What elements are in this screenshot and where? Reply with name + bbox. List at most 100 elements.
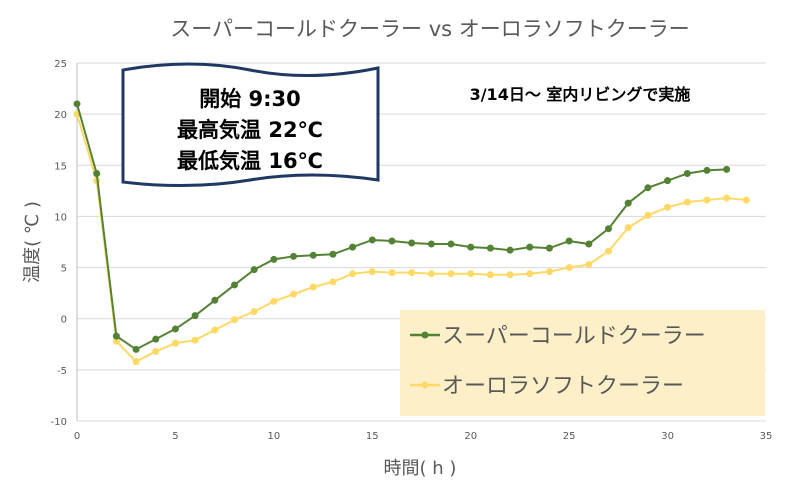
legend-marker-2 xyxy=(421,381,429,389)
data-point xyxy=(545,268,553,276)
data-point xyxy=(329,250,337,258)
data-point xyxy=(309,251,317,259)
data-point xyxy=(112,337,120,345)
data-point xyxy=(191,312,199,320)
legend-label-2: オーロラソフトクーラー xyxy=(442,374,684,399)
legend-marker-1 xyxy=(421,331,429,339)
data-point xyxy=(152,347,160,355)
data-point xyxy=(230,281,238,289)
y-tick-label: 0 xyxy=(61,315,67,326)
data-point xyxy=(250,266,258,274)
data-point xyxy=(703,166,711,174)
data-point xyxy=(211,296,219,304)
data-point xyxy=(93,169,101,177)
data-point xyxy=(329,278,337,286)
x-tick-label: 20 xyxy=(464,431,477,442)
y-tick-label: -10 xyxy=(51,417,67,428)
data-point xyxy=(171,339,179,347)
data-point xyxy=(290,290,298,298)
data-point xyxy=(349,243,357,251)
data-point xyxy=(506,246,514,254)
data-point xyxy=(624,224,632,232)
data-point xyxy=(290,252,298,260)
data-point xyxy=(506,271,514,279)
y-tick-label: 25 xyxy=(54,59,67,70)
y-tick-label: 10 xyxy=(54,212,67,223)
x-tick-label: 15 xyxy=(366,431,379,442)
data-point xyxy=(545,244,553,252)
chart-title: スーパーコールドクーラー vs オーロラソフトクーラー xyxy=(170,17,690,41)
data-point xyxy=(723,165,731,173)
x-tick-label: 25 xyxy=(563,431,576,442)
data-point xyxy=(73,100,81,108)
annotation-line-3: 最低気温 16℃ xyxy=(177,149,323,173)
data-point xyxy=(526,270,534,278)
data-point xyxy=(565,264,573,272)
data-point xyxy=(585,261,593,269)
data-point xyxy=(683,198,691,206)
data-point xyxy=(250,308,258,316)
data-point xyxy=(408,239,416,247)
data-point xyxy=(644,184,652,192)
data-point xyxy=(191,336,199,344)
y-tick-label: 20 xyxy=(54,110,67,121)
data-point xyxy=(624,199,632,207)
legend: スーパーコールドクーラー オーロラソフトクーラー xyxy=(400,310,765,416)
data-point xyxy=(703,196,711,204)
data-point xyxy=(132,345,140,353)
data-point xyxy=(447,240,455,248)
data-point xyxy=(467,243,475,251)
data-point xyxy=(605,247,613,255)
y-tick-label: 15 xyxy=(54,161,67,172)
annotation-line-1: 開始 9:30 xyxy=(199,87,301,111)
y-axis-label: 温度( ℃ ) xyxy=(22,201,43,283)
data-point xyxy=(742,196,750,204)
x-tick-label: 10 xyxy=(267,431,280,442)
data-point xyxy=(171,325,179,333)
data-point xyxy=(526,243,534,251)
legend-label-1: スーパーコールドクーラー xyxy=(442,324,706,349)
data-point xyxy=(723,194,731,202)
data-point xyxy=(683,169,691,177)
data-point xyxy=(112,332,120,340)
data-point xyxy=(270,297,278,305)
data-point xyxy=(447,270,455,278)
annotation-line-2: 最高気温 22℃ xyxy=(177,118,323,142)
data-point xyxy=(605,225,613,233)
series-line-1 xyxy=(76,103,727,351)
data-point xyxy=(427,270,435,278)
y-tick-label: -5 xyxy=(57,366,67,377)
data-point xyxy=(664,177,672,185)
data-point xyxy=(427,240,435,248)
series-group xyxy=(73,100,750,366)
data-point xyxy=(368,268,376,276)
data-point xyxy=(644,211,652,219)
data-point xyxy=(486,271,494,279)
data-point xyxy=(132,358,140,366)
data-point xyxy=(211,326,219,334)
data-point xyxy=(388,237,396,245)
tick-labels: -10 -5 0 5 10 15 20 25 0 5 10 15 20 25 30 35 xyxy=(51,59,773,442)
data-point xyxy=(349,270,357,278)
data-point xyxy=(152,335,160,343)
data-point xyxy=(467,270,475,278)
y-tick-label: 5 xyxy=(61,264,67,275)
data-point xyxy=(388,269,396,277)
x-axis-label: 時間( h ) xyxy=(384,458,457,479)
data-point xyxy=(585,240,593,248)
data-point xyxy=(565,237,573,245)
data-point xyxy=(486,244,494,252)
data-point xyxy=(664,203,672,211)
x-tick-label: 0 xyxy=(74,431,80,442)
x-tick-label: 35 xyxy=(760,431,773,442)
x-tick-label: 5 xyxy=(172,431,178,442)
data-point xyxy=(408,269,416,277)
data-point xyxy=(230,316,238,324)
annotation-banner: 開始 9:30 最高気温 22℃ 最低気温 16℃ xyxy=(121,62,380,188)
x-tick-label: 30 xyxy=(661,431,674,442)
data-point xyxy=(368,236,376,244)
data-point xyxy=(309,283,317,291)
annotation-text: 3/14日～ 室内リビングで実施 xyxy=(470,85,691,104)
